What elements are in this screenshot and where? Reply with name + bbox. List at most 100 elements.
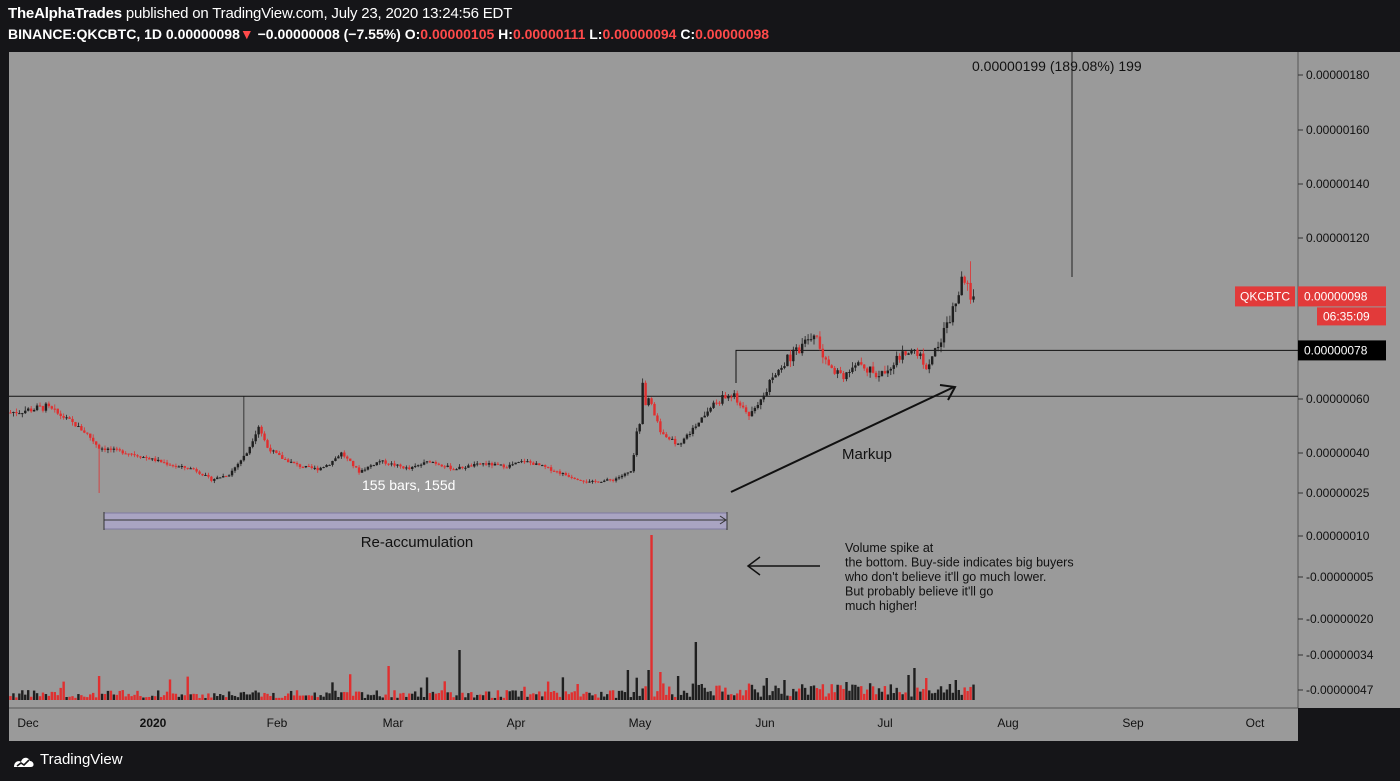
- candle-body: [730, 396, 733, 398]
- candle-body: [517, 462, 520, 464]
- volume-bar: [709, 691, 712, 700]
- candle-body: [254, 434, 257, 442]
- candle-body: [233, 467, 237, 471]
- time-axis[interactable]: [9, 708, 1298, 741]
- plot-area[interactable]: [9, 52, 1298, 708]
- tradingview-brand[interactable]: TradingView: [40, 751, 123, 768]
- volume-bar: [476, 694, 479, 700]
- volume-bar: [452, 697, 455, 700]
- volume-bar: [180, 694, 184, 700]
- volume-bar: [402, 692, 405, 700]
- candle-body: [883, 371, 887, 374]
- candle-body: [886, 370, 890, 374]
- candle-body: [709, 407, 712, 412]
- volume-bar: [933, 692, 937, 700]
- volume-bar: [520, 690, 523, 700]
- price-axis[interactable]: [1298, 52, 1400, 708]
- candle-body: [818, 336, 822, 349]
- candle-body: [298, 464, 302, 468]
- candle-body: [413, 465, 417, 467]
- volume-bar: [635, 677, 638, 700]
- volume-bar: [325, 692, 328, 700]
- symbol-tag[interactable]: [1235, 286, 1295, 307]
- candle-body: [292, 461, 296, 464]
- volume-bar: [721, 691, 724, 700]
- candle-body: [351, 460, 355, 467]
- last-price-tag[interactable]: [1298, 286, 1386, 307]
- volume-bars: [9, 535, 975, 700]
- candlestick-chart[interactable]: 0.00000180 0.00000160 0.00000140 0.00000120…: [0, 48, 1400, 741]
- volume-bar: [851, 684, 854, 700]
- author-name[interactable]: TheAlphaTrades: [8, 5, 122, 22]
- tradingview-logo-icon[interactable]: [12, 751, 36, 771]
- candle-body: [127, 453, 130, 455]
- candle-body: [960, 276, 963, 296]
- high-label: H:: [498, 26, 513, 42]
- candle-body: [594, 480, 597, 482]
- candle-body: [969, 282, 972, 300]
- volume-bar: [419, 687, 423, 700]
- candle-body: [735, 393, 739, 403]
- candle-body: [381, 460, 384, 462]
- volume-bar: [189, 694, 192, 700]
- y-tick-label: 0.00000120: [1306, 231, 1370, 245]
- volume-bar: [505, 690, 508, 700]
- volume-bar: [733, 695, 736, 700]
- candle-body: [41, 406, 45, 411]
- candle-body: [951, 306, 955, 323]
- volume-bar: [213, 693, 216, 700]
- volume-bar: [901, 694, 904, 700]
- volume-bar: [399, 693, 402, 700]
- low-value: 0.00000094: [602, 26, 677, 42]
- volume-bar: [662, 683, 665, 700]
- candle-body: [942, 327, 946, 343]
- candle-body: [27, 408, 30, 411]
- candle-body: [29, 408, 33, 412]
- volume-bar: [316, 697, 319, 700]
- volume-bar: [679, 694, 683, 700]
- y-tick-label: 0.00000040: [1306, 446, 1370, 460]
- markup-arrowhead-icon: [939, 384, 957, 401]
- candle-body: [529, 461, 532, 463]
- level-price-tag[interactable]: [1298, 340, 1386, 361]
- candle-body: [638, 424, 641, 432]
- candle-body: [86, 432, 89, 434]
- volume-bar: [375, 690, 378, 700]
- markup-arrow[interactable]: [730, 386, 955, 493]
- volume-bar: [712, 695, 715, 700]
- volume-bar: [236, 697, 240, 700]
- volume-bar: [139, 695, 142, 700]
- close-label: C:: [680, 26, 696, 42]
- candle-body: [939, 342, 943, 347]
- candle-body: [470, 465, 473, 467]
- volume-bar: [582, 693, 585, 700]
- candle-body: [907, 353, 910, 355]
- candle-body: [419, 464, 423, 466]
- volume-bar: [617, 690, 621, 700]
- volume-bar: [671, 694, 674, 700]
- volume-bar: [434, 693, 438, 700]
- volume-bar: [555, 692, 559, 700]
- candle-body: [18, 413, 21, 415]
- volume-bar: [393, 690, 396, 700]
- volume-bar: [936, 689, 940, 700]
- volume-bar: [310, 695, 313, 700]
- date-range-box[interactable]: [103, 512, 728, 530]
- open-label: O:: [404, 26, 421, 42]
- volume-bar: [266, 693, 269, 700]
- volume-bar: [715, 685, 718, 700]
- volume-bar: [517, 696, 520, 700]
- publication-line: TheAlphaTrades published on TradingView.…: [8, 5, 512, 22]
- candle-body: [904, 351, 907, 355]
- candle-body: [954, 303, 957, 307]
- symbol-interval[interactable]: BINANCE:QKCBTC, 1D: [8, 26, 162, 42]
- candle-body: [284, 458, 287, 460]
- volume-bar: [239, 692, 243, 700]
- candle-body: [357, 467, 361, 473]
- volume-bar: [511, 690, 514, 700]
- candle-body: [455, 469, 458, 471]
- resistance-line[interactable]: [735, 349, 1298, 383]
- candle-body: [795, 347, 798, 350]
- volume-bar: [892, 693, 895, 700]
- candle-body: [109, 448, 113, 450]
